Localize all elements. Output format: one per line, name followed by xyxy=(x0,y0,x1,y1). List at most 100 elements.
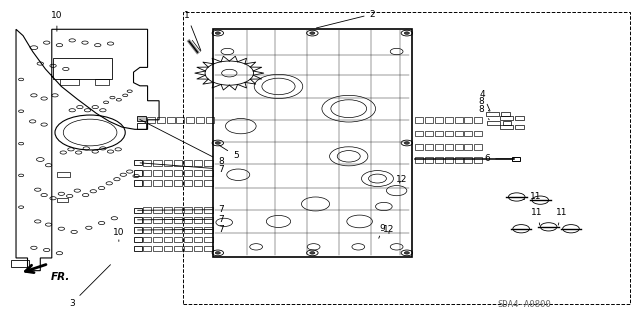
Circle shape xyxy=(215,252,220,254)
Bar xyxy=(57,172,70,177)
Bar xyxy=(154,237,162,242)
Text: 12: 12 xyxy=(396,175,408,184)
Text: 12: 12 xyxy=(383,225,395,234)
Bar xyxy=(143,170,152,176)
Text: 1: 1 xyxy=(184,11,201,50)
Bar xyxy=(143,160,152,166)
Bar xyxy=(164,237,172,242)
Bar xyxy=(435,157,443,163)
Bar xyxy=(204,246,212,251)
Text: 10: 10 xyxy=(113,228,125,241)
Text: 3: 3 xyxy=(69,265,111,308)
Bar xyxy=(515,124,524,129)
Bar xyxy=(138,115,146,121)
Bar xyxy=(204,207,212,213)
Bar xyxy=(143,207,152,213)
Bar xyxy=(474,157,482,163)
Text: FR.: FR. xyxy=(51,272,70,282)
Text: 7: 7 xyxy=(138,215,224,224)
Circle shape xyxy=(404,32,410,34)
Bar xyxy=(445,157,452,163)
Bar xyxy=(173,217,182,223)
Bar xyxy=(164,180,172,186)
Bar xyxy=(204,180,212,186)
Bar xyxy=(173,246,182,251)
Bar xyxy=(486,112,499,116)
Bar xyxy=(511,157,520,161)
Bar xyxy=(500,116,513,120)
Bar xyxy=(194,207,202,213)
Bar xyxy=(435,130,443,136)
Bar xyxy=(184,246,192,251)
Bar xyxy=(204,217,212,223)
Bar xyxy=(415,144,423,150)
Bar xyxy=(134,208,142,213)
Bar xyxy=(184,217,192,223)
Bar xyxy=(474,130,482,136)
Bar xyxy=(134,160,142,165)
Text: 9: 9 xyxy=(379,224,385,238)
Text: 6: 6 xyxy=(484,154,514,163)
Text: 11: 11 xyxy=(556,208,567,225)
Bar xyxy=(435,144,443,150)
Bar xyxy=(173,160,182,166)
Bar xyxy=(194,217,202,223)
Bar xyxy=(154,227,162,233)
Bar xyxy=(425,130,433,136)
Text: 8: 8 xyxy=(478,97,489,111)
Bar xyxy=(500,124,513,129)
Bar xyxy=(435,117,443,123)
Bar xyxy=(154,246,162,251)
Circle shape xyxy=(215,142,220,144)
Bar xyxy=(454,157,463,163)
Bar xyxy=(454,144,463,150)
Bar xyxy=(425,144,433,150)
Bar xyxy=(194,237,202,242)
Bar xyxy=(501,112,509,116)
Bar xyxy=(53,58,112,78)
Bar xyxy=(173,180,182,186)
Bar xyxy=(194,227,202,233)
Bar xyxy=(184,160,192,166)
Bar xyxy=(204,170,212,176)
Bar xyxy=(445,117,452,123)
Bar xyxy=(474,144,482,150)
Bar xyxy=(166,117,175,123)
Bar xyxy=(445,130,452,136)
Bar xyxy=(184,207,192,213)
Bar xyxy=(196,117,204,123)
Text: 10: 10 xyxy=(51,11,63,31)
Bar xyxy=(138,123,146,129)
Bar xyxy=(445,144,452,150)
Bar xyxy=(147,117,155,123)
Bar xyxy=(186,117,195,123)
Bar xyxy=(154,180,162,186)
Bar xyxy=(11,260,29,267)
Bar xyxy=(465,157,472,163)
Bar xyxy=(415,130,423,136)
Bar xyxy=(194,160,202,166)
Text: 8: 8 xyxy=(140,120,224,166)
Bar xyxy=(194,180,202,186)
Bar xyxy=(454,117,463,123)
Bar xyxy=(134,237,142,242)
Bar xyxy=(157,117,164,123)
Bar xyxy=(164,160,172,166)
Bar xyxy=(143,180,152,186)
Bar xyxy=(134,180,142,186)
Bar xyxy=(184,170,192,176)
Bar xyxy=(134,170,142,175)
Bar xyxy=(212,29,412,257)
Bar xyxy=(143,246,152,251)
Bar xyxy=(465,144,472,150)
Text: 8: 8 xyxy=(478,105,489,120)
Bar xyxy=(134,217,142,223)
Text: SDA4-A0800: SDA4-A0800 xyxy=(497,300,551,309)
Bar xyxy=(206,117,214,123)
Bar xyxy=(425,157,433,163)
Bar xyxy=(173,207,182,213)
Bar xyxy=(143,237,152,242)
Bar xyxy=(204,160,212,166)
Bar xyxy=(173,170,182,176)
Bar xyxy=(164,246,172,251)
